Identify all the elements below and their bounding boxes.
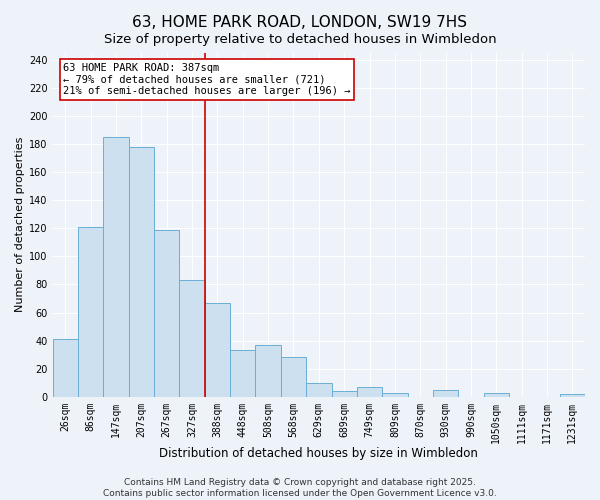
Bar — [281, 358, 306, 397]
Bar — [53, 339, 78, 397]
Bar — [154, 230, 179, 397]
Bar — [230, 350, 256, 397]
Bar — [357, 387, 382, 397]
Y-axis label: Number of detached properties: Number of detached properties — [15, 137, 25, 312]
Text: Size of property relative to detached houses in Wimbledon: Size of property relative to detached ho… — [104, 32, 496, 46]
Bar — [332, 391, 357, 397]
Bar — [129, 146, 154, 397]
Bar — [382, 392, 407, 397]
Bar — [103, 137, 129, 397]
Bar — [256, 345, 281, 397]
Bar — [179, 280, 205, 397]
Text: Contains HM Land Registry data © Crown copyright and database right 2025.
Contai: Contains HM Land Registry data © Crown c… — [103, 478, 497, 498]
Bar — [306, 383, 332, 397]
Bar — [433, 390, 458, 397]
X-axis label: Distribution of detached houses by size in Wimbledon: Distribution of detached houses by size … — [160, 447, 478, 460]
Text: 63 HOME PARK ROAD: 387sqm
← 79% of detached houses are smaller (721)
21% of semi: 63 HOME PARK ROAD: 387sqm ← 79% of detac… — [63, 63, 351, 96]
Bar — [205, 302, 230, 397]
Bar — [484, 392, 509, 397]
Bar — [560, 394, 585, 397]
Bar — [78, 227, 103, 397]
Text: 63, HOME PARK ROAD, LONDON, SW19 7HS: 63, HOME PARK ROAD, LONDON, SW19 7HS — [133, 15, 467, 30]
